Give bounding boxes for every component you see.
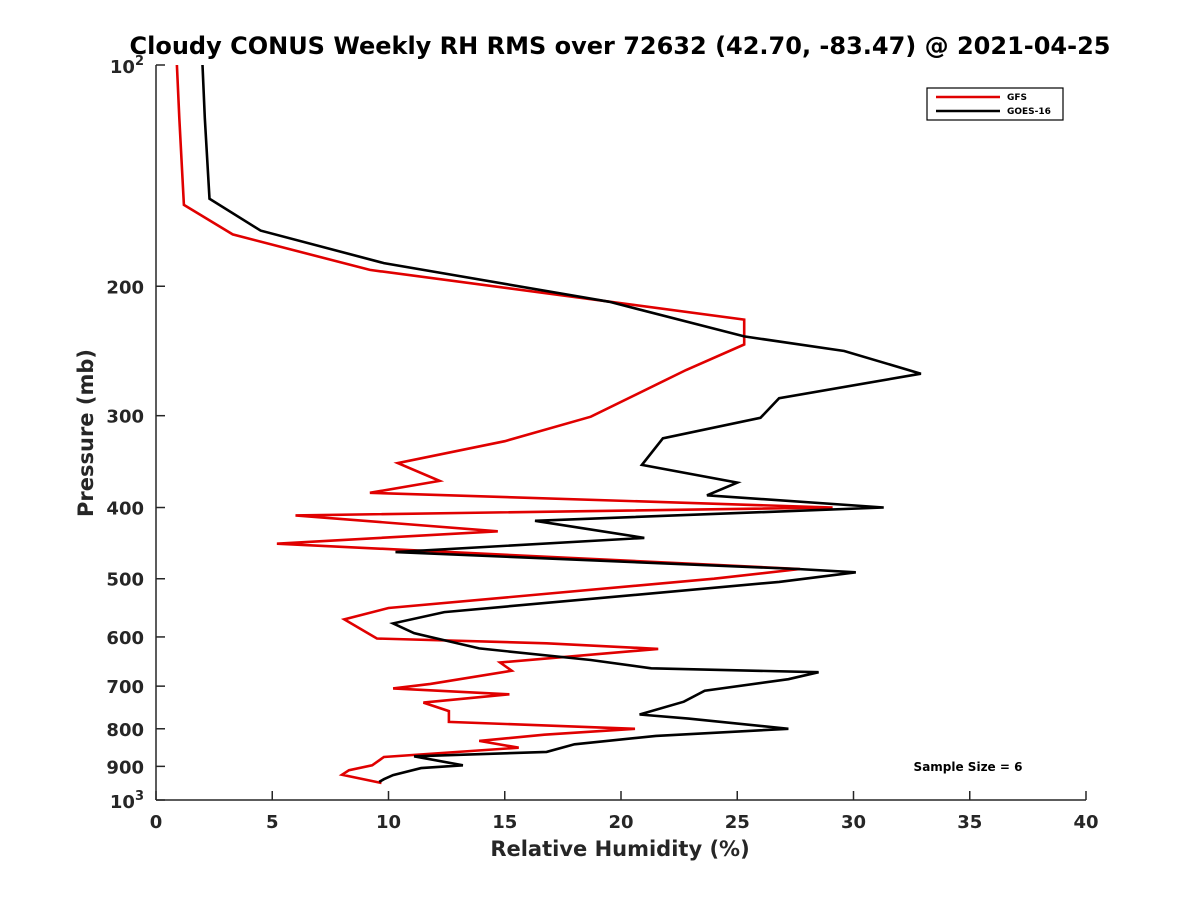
x-tick-label: 0 bbox=[150, 812, 163, 833]
x-tick-label: 25 bbox=[725, 812, 750, 833]
sample-size-annotation: Sample Size = 6 bbox=[914, 760, 1023, 774]
x-axis-label: Relative Humidity (%) bbox=[490, 837, 749, 861]
x-tick-label: 40 bbox=[1073, 812, 1098, 833]
legend-label-goes16: GOES-16 bbox=[1007, 107, 1051, 117]
x-tick-label: 35 bbox=[957, 812, 982, 833]
x-tick-label: 10 bbox=[376, 812, 401, 833]
x-tick-label: 20 bbox=[608, 812, 633, 833]
series-line-gfs bbox=[175, 64, 833, 785]
legend: GFS GOES-16 bbox=[926, 87, 1064, 121]
series-layer bbox=[175, 64, 922, 785]
y-axis-label: Pressure (mb) bbox=[74, 349, 98, 517]
legend-box bbox=[926, 87, 1064, 121]
plot-area bbox=[156, 65, 1086, 800]
y-tick-label: 500 bbox=[106, 570, 144, 591]
y-tick-label: 900 bbox=[106, 757, 144, 778]
y-tick-label: 800 bbox=[106, 720, 144, 741]
y-ticks: 200 300 400 500 600 700 800 900 102 103 bbox=[106, 54, 165, 813]
y-tick-label-power: 102 bbox=[110, 54, 144, 78]
y-tick-label: 700 bbox=[106, 677, 144, 698]
x-tick-label: 5 bbox=[266, 812, 279, 833]
x-tick-label: 15 bbox=[492, 812, 517, 833]
chart-title: Cloudy CONUS Weekly RH RMS over 72632 (4… bbox=[130, 32, 1111, 60]
x-ticks: 0 5 10 15 20 25 30 35 40 bbox=[150, 791, 1099, 833]
y-tick-label: 400 bbox=[106, 499, 144, 520]
x-tick-label: 30 bbox=[841, 812, 866, 833]
y-tick-label: 300 bbox=[106, 407, 144, 428]
series-line-goes16 bbox=[201, 64, 922, 784]
y-tick-label: 200 bbox=[106, 277, 144, 298]
y-tick-label-power: 103 bbox=[110, 789, 144, 813]
legend-label-gfs: GFS bbox=[1007, 93, 1027, 103]
y-tick-label: 600 bbox=[106, 628, 144, 649]
